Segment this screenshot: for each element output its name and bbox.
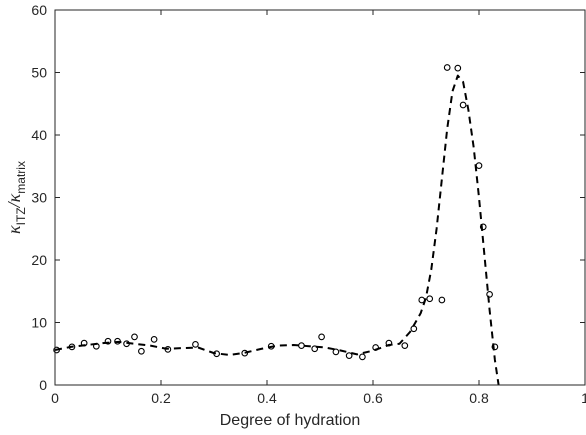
y-axis-label-sub1: ITZ	[14, 207, 28, 225]
data-point	[438, 296, 446, 304]
data-point	[345, 352, 353, 359]
x-ticks: 0 0.2 0.4 0.6 0.8 1	[51, 10, 586, 406]
y-tick-label: 10	[31, 315, 47, 331]
x-axis-label: Degree of hydration	[220, 412, 361, 429]
data-point	[123, 340, 130, 348]
data-point	[114, 337, 121, 345]
data-point	[213, 350, 220, 358]
y-axis-label-sub2: matrix	[14, 161, 28, 194]
data-layer	[53, 64, 500, 386]
data-point	[385, 339, 393, 347]
y-ticks: 0 10 20 30 40 50 60	[31, 2, 585, 393]
data-point	[475, 162, 483, 169]
data-point	[359, 353, 366, 361]
data-point	[459, 101, 467, 109]
y-tick-label: 0	[39, 377, 47, 393]
y-tick-label: 30	[31, 190, 47, 206]
x-tick-label: 0.4	[257, 390, 277, 406]
plot-frame	[54, 9, 586, 386]
data-point	[131, 333, 138, 341]
data-point	[318, 333, 325, 341]
data-point	[192, 341, 199, 348]
data-point	[332, 348, 340, 356]
x-tick-label: 0	[51, 390, 59, 406]
x-tick-label: 1	[581, 390, 586, 406]
data-point	[267, 342, 275, 350]
data-point	[486, 291, 493, 298]
y-tick-label: 60	[31, 2, 47, 18]
y-axis-label-prefix: κ	[4, 225, 24, 234]
data-point	[443, 64, 451, 71]
data-point	[150, 336, 158, 343]
data-point	[80, 339, 88, 347]
y-tick-label: 50	[31, 65, 47, 81]
data-point	[426, 295, 434, 303]
fit-curve-line	[54, 74, 500, 386]
data-point	[418, 296, 426, 304]
data-point	[241, 349, 249, 357]
x-tick-label: 0.2	[151, 390, 171, 406]
data-point	[401, 342, 409, 349]
data-point	[311, 345, 319, 353]
data-point	[410, 325, 418, 333]
y-tick-label: 40	[31, 127, 47, 143]
data-point	[298, 342, 305, 349]
data-point	[372, 344, 380, 351]
x-tick-label: 0.6	[363, 390, 383, 406]
data-point	[53, 346, 60, 354]
y-axis-label-mid: /κ	[4, 193, 24, 208]
data-point	[92, 342, 100, 350]
y-axis-label: κITZ/κmatrix	[4, 161, 28, 234]
data-point	[491, 343, 499, 351]
data-point	[104, 337, 112, 345]
data-point	[164, 346, 172, 353]
x-tick-label: 0.8	[469, 390, 489, 406]
data-point	[68, 343, 76, 351]
y-tick-label: 20	[31, 252, 47, 268]
data-point	[479, 223, 487, 231]
data-point	[138, 347, 145, 355]
data-point	[454, 64, 462, 72]
